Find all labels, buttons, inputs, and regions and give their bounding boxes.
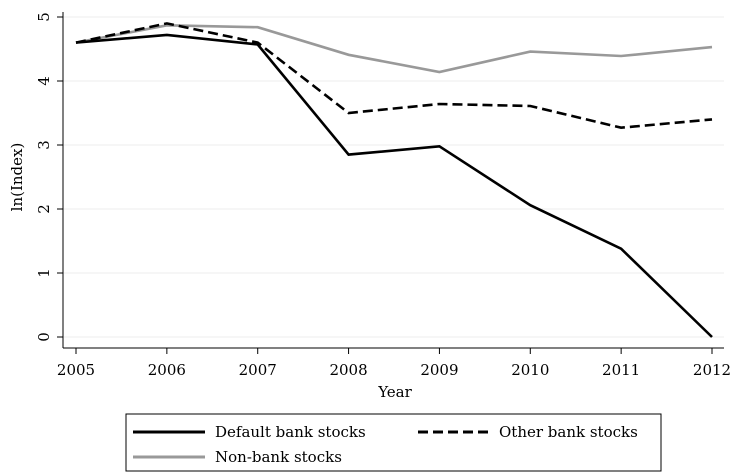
y-tick-label: 5 [35, 12, 53, 22]
x-tick-label: 2006 [148, 361, 186, 379]
series-line-non-bank-stocks [75, 23, 713, 74]
x-tick-label: 2011 [602, 361, 640, 379]
legend-label-default: Default bank stocks [215, 423, 366, 441]
series-line-default-bank-stocks [75, 33, 713, 338]
y-axis-title: ln(Index) [8, 143, 26, 212]
x-tick-label: 2009 [420, 361, 458, 379]
series-lines [75, 22, 713, 338]
x-tick-label: 2008 [329, 361, 367, 379]
legend-label-other: Other bank stocks [499, 423, 638, 441]
legend: Default bank stocks Other bank stocks No… [125, 413, 662, 472]
legend-box [125, 413, 662, 472]
legend-label-nonbank: Non-bank stocks [215, 448, 342, 466]
y-tick-label: 1 [35, 268, 53, 278]
x-tick-label: 2005 [57, 361, 95, 379]
axes [62, 12, 724, 349]
x-tick-label: 2012 [693, 361, 731, 379]
x-axis-title: Year [377, 383, 412, 401]
x-tick-label: 2010 [511, 361, 549, 379]
grid-lines [63, 16, 724, 338]
y-tick-label: 4 [35, 76, 53, 86]
y-tick-label: 2 [35, 204, 53, 214]
x-ticks: 2005 2006 2007 2008 2009 2010 2011 2012 [57, 348, 731, 379]
x-tick-label: 2007 [239, 361, 277, 379]
y-tick-label: 3 [35, 140, 53, 150]
series-line-other-bank-stocks [75, 22, 713, 130]
y-ticks: 0 1 2 3 4 5 [35, 12, 63, 342]
y-tick-label: 0 [35, 332, 53, 342]
